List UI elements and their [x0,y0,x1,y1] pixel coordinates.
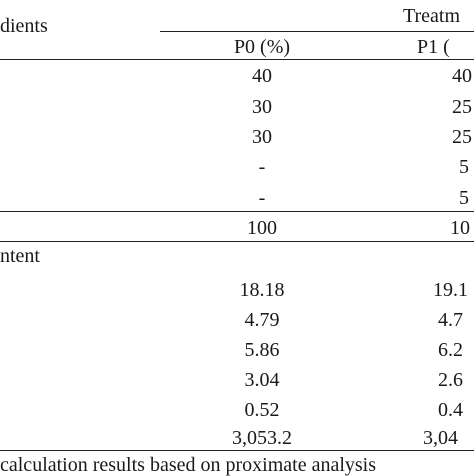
header-treatment: Treatm [403,5,461,27]
content-p1: 19.1 [433,279,468,301]
table-bottom-rule [0,450,474,451]
content-p1: 4.7 [438,309,463,331]
section-label: ntent [0,245,40,267]
header-p0: P0 (%) [233,36,291,58]
total-top-rule [0,211,474,212]
cell-p1: 5 [459,187,469,209]
total-bottom-rule [0,241,474,242]
cell-p1: 25 [452,126,472,148]
content-p0: 3.04 [244,369,280,391]
cell-p0: 30 [252,126,272,148]
cell-p1: 25 [452,96,472,118]
cell-p0: 40 [252,65,272,87]
content-p0: 4.79 [244,309,280,331]
content-p0: 0.52 [244,399,280,421]
cell-p1: 5 [459,156,469,178]
total-p0: 100 [247,217,277,239]
table-footnote: calculation results based on proximate a… [0,454,377,476]
content-p0: 3,053.2 [232,427,292,449]
cell-p1: 40 [452,65,472,87]
cell-p0: - [258,156,266,178]
total-p1: 10 [450,217,470,239]
header-p1: P1 ( [417,36,450,58]
treatment-rule [160,31,474,32]
content-p1: 0.4 [438,399,463,421]
cell-p0: 30 [252,96,272,118]
cell-p0: - [258,187,266,209]
header-bottom-rule [0,59,474,60]
content-p1: 3,04 [423,427,458,449]
header-ingredients: dients [0,15,48,37]
content-p0: 18.18 [239,279,285,301]
content-p1: 6.2 [438,339,463,361]
content-p1: 2.6 [438,369,463,391]
content-p0: 5.86 [244,339,280,361]
